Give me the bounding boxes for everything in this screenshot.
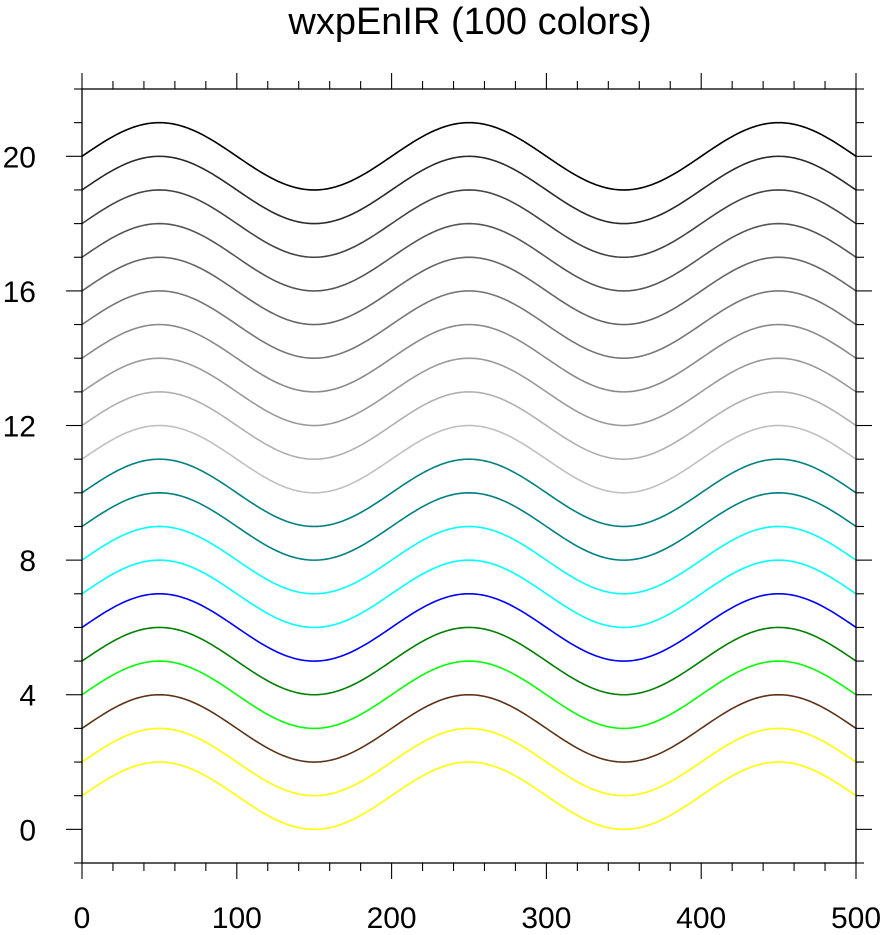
- series-line-16: [81, 256, 857, 326]
- y-tick-label: 8: [19, 545, 36, 578]
- series-line-20: [81, 121, 857, 191]
- plot-frame: [81, 88, 857, 864]
- series-line-18: [81, 189, 857, 259]
- labels-layer: 0 100 200 300 400 500 0 4 8 12 16 20: [3, 141, 881, 935]
- series-line-6: [81, 592, 857, 662]
- series-line-3: [81, 693, 857, 763]
- y-tick-label: 16: [3, 276, 36, 309]
- x-tick-label: 300: [521, 902, 571, 935]
- ticks-layer: [66, 73, 872, 879]
- y-tick-label: 20: [3, 141, 36, 174]
- series-line-1: [81, 761, 857, 831]
- x-tick-label: 400: [676, 902, 726, 935]
- series-line-5: [81, 626, 857, 696]
- series-line-14: [81, 323, 857, 393]
- series-line-17: [81, 222, 857, 292]
- x-tick-label: 200: [367, 902, 417, 935]
- series-line-7: [81, 559, 857, 629]
- series-line-8: [81, 525, 857, 595]
- y-tick-label: 4: [19, 680, 36, 713]
- series-line-10: [81, 458, 857, 528]
- series-line-9: [81, 492, 857, 561]
- y-tick-label: 0: [19, 814, 36, 847]
- series-line-13: [81, 357, 857, 427]
- series-line-15: [81, 290, 857, 360]
- series-line-2: [81, 727, 857, 797]
- x-tick-label: 500: [831, 902, 881, 935]
- x-tick-label: 100: [212, 902, 262, 935]
- series-line-4: [81, 660, 857, 730]
- x-tick-label: 0: [74, 902, 91, 935]
- series-line-12: [81, 391, 857, 460]
- series-line-19: [81, 155, 857, 225]
- series-line-11: [81, 424, 857, 494]
- series-layer: [81, 121, 857, 831]
- chart-title: wxpEnIR (100 colors): [287, 1, 651, 43]
- y-tick-label: 12: [3, 411, 36, 444]
